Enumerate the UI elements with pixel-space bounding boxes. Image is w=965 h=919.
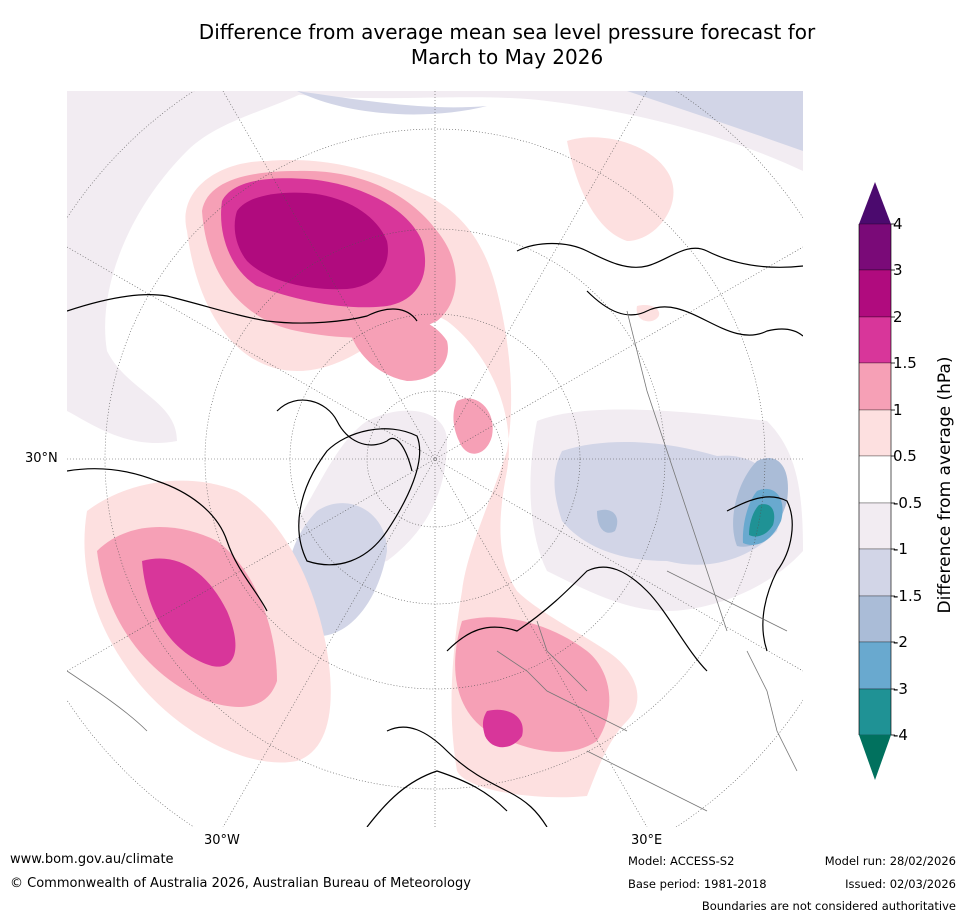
- label-lon-30w: 30°W: [204, 833, 240, 848]
- colorbar-tick-label: -1: [893, 540, 908, 558]
- colorbar-tick-label: 1: [893, 401, 903, 419]
- colorbar-band-neg-1-1.5: [858, 548, 892, 597]
- colorbar-tick-label: -3: [893, 680, 908, 698]
- title-line-2: March to May 2026: [410, 45, 604, 69]
- colorbar-band-1-1.5: [858, 362, 892, 411]
- colorbar-band-neg-1.5-2: [858, 595, 892, 643]
- colorbar-tick-label: 0.5: [893, 447, 917, 465]
- colorbar-band-2-3: [858, 269, 892, 318]
- coastlines: [67, 242, 803, 827]
- copyright-text: © Commonwealth of Australia 2026, Austra…: [10, 876, 471, 891]
- issued-text: Issued: 02/03/2026: [845, 877, 956, 891]
- colorbar-band-neg-3-4: [858, 688, 892, 736]
- label-lat-30n: 30°N: [25, 451, 58, 466]
- chart-title: Difference from average mean sea level p…: [0, 20, 965, 70]
- colorbar-band-neutral: [858, 455, 892, 504]
- colorbar-max-arrow: [859, 182, 891, 224]
- colorbar-tick-label: -0.5: [893, 494, 922, 512]
- colorbar-band-3-4: [858, 223, 892, 271]
- colorbar-band-1.5-2: [858, 316, 892, 364]
- anomaly-pos-2-3: [234, 192, 388, 290]
- graticule: [67, 91, 803, 827]
- model-run-text: Model run: 28/02/2026: [824, 854, 956, 868]
- colorbar-tick-label: 3: [893, 261, 903, 279]
- colorbar-tick-label: -1.5: [893, 587, 922, 605]
- colorbar-title: Difference from average (hPa): [935, 356, 955, 614]
- label-lon-30e: 30°E: [631, 833, 663, 848]
- colorbar-tick-label: -4: [893, 726, 908, 744]
- colorbar-tick-label: -2: [893, 633, 908, 651]
- colorbar-tick-labels: 4 3 2 1.5 1 0.5 -0.5 -1 -1.5 -2 -3 -4: [891, 215, 922, 744]
- colorbar: 4 3 2 1.5 1 0.5 -0.5 -1 -1.5 -2 -3 -4: [858, 182, 922, 780]
- disclaimer-text: Boundaries are not considered authoritat…: [701, 899, 956, 913]
- country-borders: [67, 310, 798, 812]
- colorbar-band-0.5-1: [858, 409, 892, 457]
- pressure-anomaly-map: [67, 91, 803, 827]
- anomaly-neg-3-4: [749, 504, 775, 537]
- colorbar-band-neg-0.5-1: [858, 502, 892, 550]
- colorbar-band-neg-2-3: [858, 641, 892, 690]
- colorbar-tick-label: 2: [893, 308, 903, 326]
- website-link[interactable]: www.bom.gov.au/climate: [10, 852, 174, 867]
- colorbar-tick-label: 1.5: [893, 354, 917, 372]
- colorbar-tick-label: 4: [893, 215, 903, 233]
- base-period-text: Base period: 1981-2018: [628, 877, 767, 891]
- model-text: Model: ACCESS-S2: [628, 854, 735, 868]
- colorbar-min-arrow: [859, 735, 891, 780]
- title-line-1: Difference from average mean sea level p…: [198, 20, 816, 44]
